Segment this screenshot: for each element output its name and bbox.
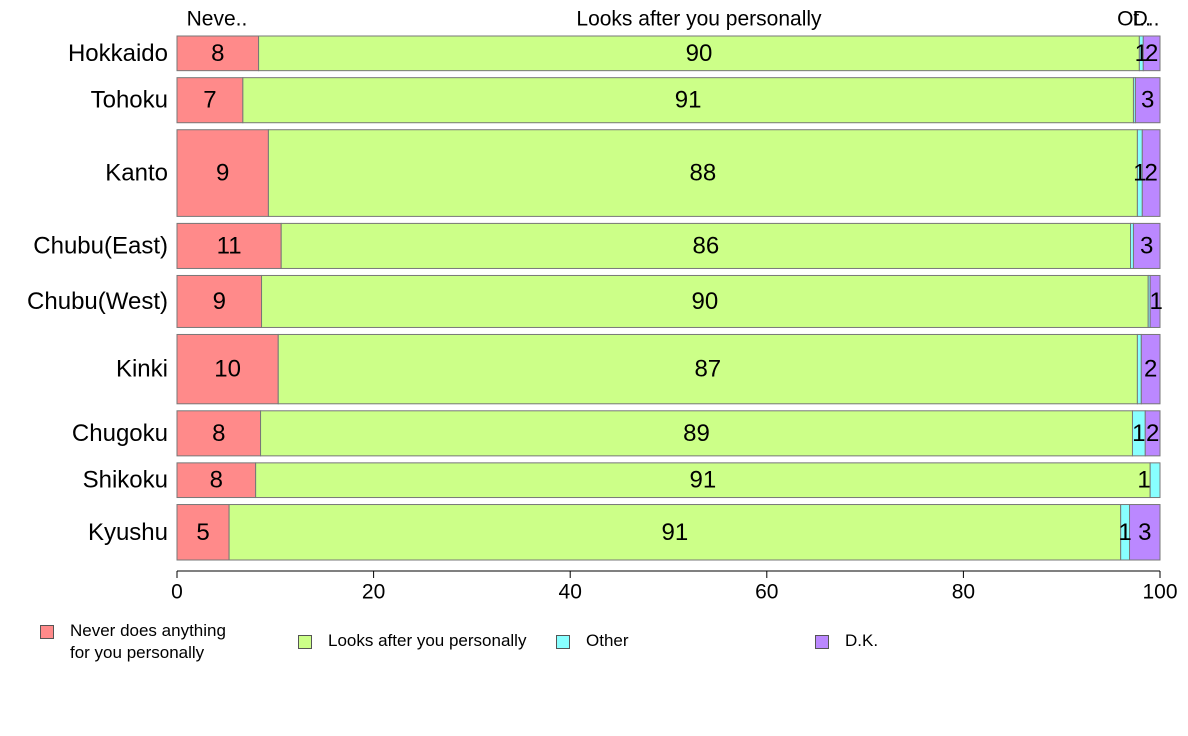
- data-label: 9: [213, 288, 226, 315]
- data-label: 2: [1146, 420, 1159, 447]
- data-label: 8: [211, 40, 224, 67]
- data-label: 91: [662, 519, 689, 546]
- legend-label-dk: D.K.: [845, 631, 879, 650]
- bar-segment: [176, 77, 244, 124]
- bar-segment: [258, 35, 1140, 72]
- bar-segment: [1141, 129, 1161, 217]
- legend-label-other: Other: [586, 631, 629, 650]
- bar-segment: [176, 222, 282, 269]
- bar-segment: [1134, 77, 1161, 124]
- bar-segment: [255, 462, 1151, 499]
- data-label: 5: [196, 519, 209, 546]
- category-label: Chubu(East): [33, 232, 168, 259]
- category-label: Chubu(West): [27, 288, 168, 315]
- data-label: 7: [203, 87, 216, 114]
- data-label: 3: [1141, 87, 1154, 114]
- data-label: 8: [210, 467, 223, 494]
- category-label: Tohoku: [91, 87, 168, 114]
- data-label: 3: [1138, 519, 1151, 546]
- bar-segment: [242, 77, 1134, 124]
- category-label: Hokkaido: [68, 40, 168, 67]
- legend: Never does anything for you personally L…: [0, 620, 1188, 680]
- legend-swatch-looks-after: [298, 635, 312, 649]
- legend-item-other: Other: [556, 630, 629, 652]
- bar-segment: [1129, 504, 1161, 561]
- data-label: 89: [683, 420, 710, 447]
- bar-segment: [1144, 410, 1161, 457]
- x-tick-label: 60: [755, 581, 778, 604]
- bar-segment: [176, 410, 262, 457]
- x-tick-label: 40: [559, 581, 582, 604]
- data-label: 1: [1132, 420, 1145, 447]
- legend-label-never: Never does anything for you personally: [70, 621, 226, 662]
- series-header: Looks after you personally: [576, 8, 822, 31]
- legend-item-looks-after: Looks after you personally: [298, 630, 526, 652]
- bar-segment: [1149, 462, 1161, 499]
- data-label: 88: [690, 160, 717, 187]
- data-label: 87: [694, 356, 721, 383]
- legend-item-dk: D.K.: [815, 630, 878, 652]
- bar-segment: [176, 333, 279, 405]
- bar-segment: [1149, 274, 1161, 328]
- legend-swatch-other: [556, 635, 570, 649]
- legend-label-looks-after: Looks after you personally: [328, 631, 527, 650]
- data-label: 2: [1144, 160, 1157, 187]
- data-label: 9: [216, 160, 229, 187]
- category-label: Shikoku: [83, 467, 168, 494]
- bar-segment: [176, 129, 269, 217]
- bar-segment: [261, 274, 1149, 328]
- data-label: 1: [1137, 467, 1150, 494]
- data-label: 3: [1140, 232, 1153, 259]
- series-header: D..: [1133, 8, 1160, 31]
- data-label: 2: [1145, 40, 1158, 67]
- data-label: 2: [1144, 356, 1157, 383]
- data-label: 11: [217, 232, 242, 259]
- data-label: 86: [693, 232, 720, 259]
- category-label: Kanto: [105, 160, 168, 187]
- legend-swatch-dk: [815, 635, 829, 649]
- bar-segment: [1142, 35, 1161, 72]
- bar-segment: [267, 129, 1138, 217]
- x-tick-label: 80: [952, 581, 975, 604]
- bar-segment: [1136, 333, 1142, 405]
- data-label: 8: [212, 420, 225, 447]
- bar-segment: [277, 333, 1138, 405]
- data-label: 1: [1118, 519, 1131, 546]
- series-header: Ot..: [1117, 8, 1151, 31]
- bar-segment: [260, 410, 1133, 457]
- bar-segment: [176, 35, 260, 72]
- legend-item-never: Never does anything for you personally: [40, 620, 226, 664]
- bar-segment: [1132, 222, 1161, 269]
- x-tick-label: 20: [362, 581, 385, 604]
- data-label: 90: [692, 288, 719, 315]
- data-label: 90: [686, 40, 713, 67]
- series-header: Neve..: [187, 8, 248, 31]
- legend-swatch-never: [40, 625, 54, 639]
- x-tick-label: 0: [171, 581, 183, 604]
- data-label: 10: [214, 356, 241, 383]
- category-label: Kinki: [116, 356, 168, 383]
- data-label: 91: [675, 87, 702, 114]
- data-label: 1: [1149, 288, 1162, 315]
- data-label: 91: [690, 467, 717, 494]
- category-label: Kyushu: [88, 519, 168, 546]
- bar-segment: [1140, 333, 1161, 405]
- data-label: 1: [1133, 160, 1146, 187]
- data-label: 1: [1135, 40, 1148, 67]
- category-label: Chugoku: [72, 420, 168, 447]
- x-tick-label: 100: [1142, 581, 1177, 604]
